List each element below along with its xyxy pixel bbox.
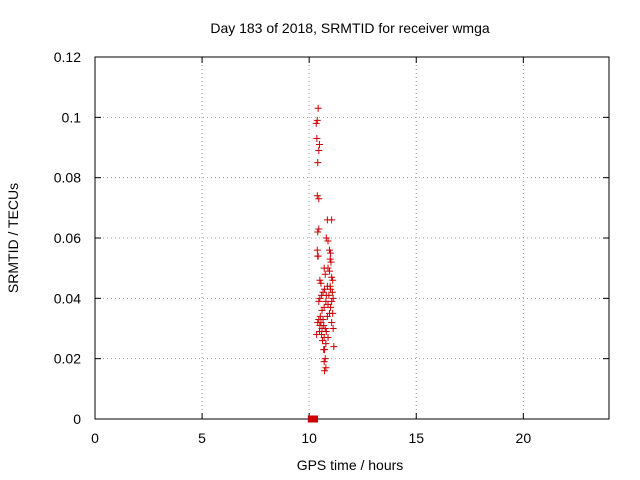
data-point-plus: [322, 234, 330, 242]
data-point-plus: [317, 279, 325, 287]
data-point-plus: [322, 340, 330, 348]
x-axis-label: GPS time / hours: [297, 457, 404, 473]
data-point-plus: [314, 252, 322, 260]
data-point-plus: [320, 358, 328, 366]
data-point-plus: [313, 246, 321, 254]
data-point-square: [311, 415, 319, 423]
data-point-plus: [321, 367, 329, 375]
data-point-plus: [315, 195, 323, 203]
y-tick-label: 0.1: [62, 109, 82, 125]
data-point-plus: [327, 258, 335, 266]
data-point-plus: [313, 331, 321, 339]
y-axis-label: SRMTID / TECUs: [5, 183, 21, 293]
data-point-plus: [314, 159, 322, 167]
data-points: [307, 104, 338, 423]
data-point-plus: [321, 325, 329, 332]
data-point-plus: [321, 270, 329, 278]
data-point-plus: [319, 288, 327, 296]
y-tick-label: 0: [73, 411, 81, 427]
data-point-plus: [329, 294, 337, 302]
data-point-plus: [327, 303, 335, 311]
data-point-plus: [329, 309, 337, 317]
y-tick-label: 0.04: [54, 290, 81, 306]
data-point-plus: [315, 225, 323, 233]
data-point-plus: [327, 285, 335, 293]
data-point-plus: [326, 255, 334, 263]
data-point-plus: [320, 264, 328, 272]
data-point-plus: [326, 267, 334, 275]
data-point-plus: [315, 297, 323, 305]
x-tick-label: 0: [91, 430, 99, 446]
data-point-plus: [327, 249, 335, 257]
axis-ticks: 0 5 10 15 20 0 0.02 0.04 0.06 0.08 0.1 0.12: [54, 49, 609, 446]
data-point-plus: [326, 246, 334, 254]
data-point-plus: [330, 343, 338, 351]
grid-lines: [95, 57, 609, 419]
y-tick-label: 0.02: [54, 351, 81, 367]
data-point-plus: [328, 216, 336, 224]
data-point-plus: [322, 364, 330, 372]
chart-title: Day 183 of 2018, SRMTID for receiver wmg…: [210, 20, 490, 36]
data-point-plus: [313, 192, 321, 200]
data-point-plus: [318, 337, 326, 345]
data-point-plus: [328, 318, 336, 326]
y-tick-label: 0.08: [54, 170, 81, 186]
y-tick-label: 0.12: [54, 49, 81, 65]
data-point-plus: [314, 228, 322, 236]
data-point-plus: [313, 116, 321, 124]
data-point-plus: [321, 355, 329, 363]
data-point-plus: [328, 273, 336, 281]
data-point-plus: [321, 346, 329, 354]
data-point-plus: [318, 306, 326, 314]
x-tick-label: 20: [516, 430, 532, 446]
data-point-plus: [316, 276, 324, 284]
data-point-plus: [324, 237, 332, 245]
data-point-plus: [328, 297, 336, 305]
data-point-plus: [322, 291, 330, 299]
data-point-plus: [329, 276, 337, 284]
data-point-plus: [321, 285, 329, 293]
data-point-plus: [312, 119, 320, 127]
x-tick-label: 15: [408, 430, 424, 446]
data-point-plus: [315, 147, 323, 155]
data-point-plus: [315, 140, 323, 148]
y-tick-label: 0.06: [54, 230, 81, 246]
data-point-plus: [313, 134, 321, 142]
data-point-plus: [329, 325, 337, 332]
data-point-plus: [324, 334, 332, 342]
data-point-plus: [316, 294, 324, 302]
x-tick-label: 5: [198, 430, 206, 446]
data-point-plus: [322, 328, 330, 336]
data-point-plus: [328, 288, 336, 296]
x-tick-label: 10: [301, 430, 317, 446]
data-point-plus: [314, 104, 322, 112]
data-point-plus: [323, 312, 331, 320]
